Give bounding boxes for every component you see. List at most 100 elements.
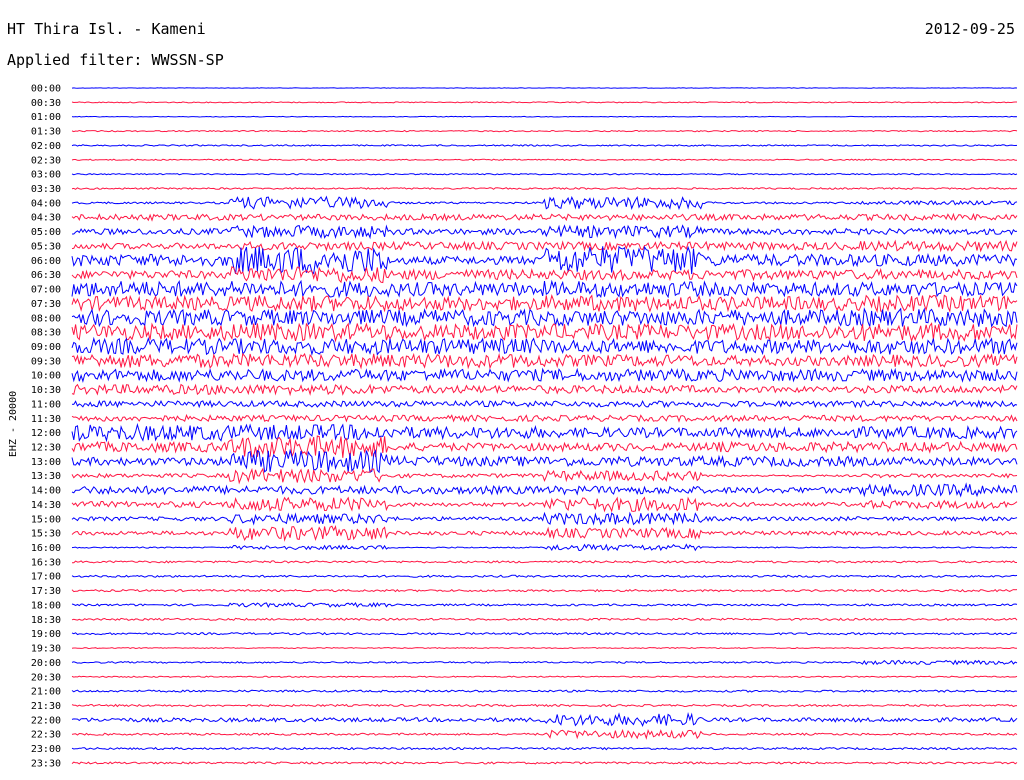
seismic-traces: [71, 87, 1018, 765]
hour-label: 14:00: [31, 486, 61, 497]
trace-line: [71, 588, 1018, 593]
hour-label: 15:30: [31, 529, 61, 540]
hour-label: 04:30: [31, 213, 61, 224]
hour-label: 04:00: [31, 198, 61, 209]
hour-label: 11:30: [31, 414, 61, 425]
trace-line: [71, 646, 1018, 650]
hour-label: 14:30: [31, 500, 61, 511]
trace-line: [71, 187, 1018, 190]
hour-label: 19:30: [31, 644, 61, 655]
trace-line: [71, 322, 1018, 343]
date-label: 2012-09-25: [924, 20, 1015, 38]
hour-label: 12:00: [31, 428, 61, 439]
filter-label: Applied filter: WWSSN-SP: [7, 51, 224, 69]
hour-label: 10:00: [31, 371, 61, 382]
trace-line: [71, 195, 1018, 211]
hour-label: 21:30: [31, 701, 61, 712]
trace-line: [71, 294, 1018, 314]
trace-line: [71, 239, 1018, 253]
hour-label: 16:30: [31, 557, 61, 568]
trace-line: [72, 560, 1017, 564]
trace-line: [71, 352, 1018, 370]
hour-label: 00:30: [31, 98, 61, 109]
hour-label: 15:00: [31, 514, 61, 525]
y-axis-label: EHZ - 20000: [8, 391, 19, 457]
hour-label: 08:00: [31, 313, 61, 324]
trace-line: [71, 413, 1018, 423]
trace-line: [71, 712, 1018, 728]
trace-line: [71, 574, 1018, 578]
hour-label: 02:00: [31, 141, 61, 152]
hour-label: 02:30: [31, 155, 61, 166]
hour-label: 03:30: [31, 184, 61, 195]
hour-label: 22:00: [31, 715, 61, 726]
trace-line: [71, 496, 1018, 513]
hour-label: 10:30: [31, 385, 61, 396]
trace-line: [71, 115, 1018, 118]
trace-line: [71, 336, 1018, 357]
hour-label: 17:00: [31, 572, 61, 583]
trace-line: [71, 511, 1018, 526]
hour-label: 23:00: [31, 744, 61, 755]
hour-label: 09:00: [31, 342, 61, 353]
trace-line: [71, 173, 1018, 176]
trace-line: [71, 422, 1018, 443]
hour-label: 11:00: [31, 399, 61, 410]
hour-label: 01:30: [31, 127, 61, 138]
hour-label: 18:30: [31, 615, 61, 626]
trace-line: [71, 525, 1018, 542]
trace-line: [71, 101, 1017, 104]
hour-label: 23:30: [31, 758, 61, 769]
hour-label: 07:00: [31, 285, 61, 296]
trace-line: [71, 144, 1018, 147]
hour-label: 13:30: [31, 471, 61, 482]
hour-label: 09:30: [31, 356, 61, 367]
trace-line: [71, 383, 1018, 397]
hour-label: 08:30: [31, 328, 61, 339]
hour-label: 05:00: [31, 227, 61, 238]
hour-label: 12:30: [31, 443, 61, 454]
hour-label: 22:30: [31, 730, 61, 741]
hour-label: 20:30: [31, 672, 61, 683]
hour-label: 13:00: [31, 457, 61, 468]
hour-label: 05:30: [31, 241, 61, 252]
hour-label: 06:00: [31, 256, 61, 267]
trace-line: [71, 158, 1018, 161]
trace-line: [71, 435, 1018, 458]
trace-line: [71, 602, 1018, 608]
trace-line: [71, 746, 1018, 751]
hour-label: 16:00: [31, 543, 61, 554]
hour-label: 06:30: [31, 270, 61, 281]
trace-line: [71, 703, 1018, 708]
hour-label: 00:00: [31, 84, 61, 95]
trace-line: [71, 129, 1018, 133]
trace-line: [71, 467, 1018, 485]
trace-line: [71, 245, 1018, 275]
hour-label: 19:00: [31, 629, 61, 640]
hour-label: 20:00: [31, 658, 61, 669]
hour-label: 03:00: [31, 170, 61, 181]
trace-line: [71, 761, 1018, 765]
hour-label: 01:00: [31, 112, 61, 123]
trace-line: [71, 631, 1018, 636]
hour-label: 21:00: [31, 687, 61, 698]
hour-label: 07:30: [31, 299, 61, 310]
trace-line: [71, 617, 1018, 621]
trace-line: [71, 399, 1018, 409]
trace-line: [71, 482, 1018, 498]
trace-line: [71, 212, 1018, 222]
hour-label: 18:00: [31, 600, 61, 611]
trace-line: [71, 689, 1018, 693]
trace-line: [71, 266, 1018, 284]
trace-line: [71, 448, 1018, 474]
hour-label: 17:30: [31, 586, 61, 597]
trace-line: [71, 659, 1018, 666]
station-title: HT Thira Isl. - Kameni: [7, 20, 206, 38]
trace-line: [71, 543, 1018, 552]
hour-labels: 00:00 00:30 01:00 01:30 02:00 02:30 03:00 03:30…: [31, 84, 61, 770]
trace-line: [71, 279, 1018, 299]
trace-line: [71, 307, 1018, 328]
trace-line: [72, 224, 1018, 240]
trace-line: [71, 367, 1018, 383]
